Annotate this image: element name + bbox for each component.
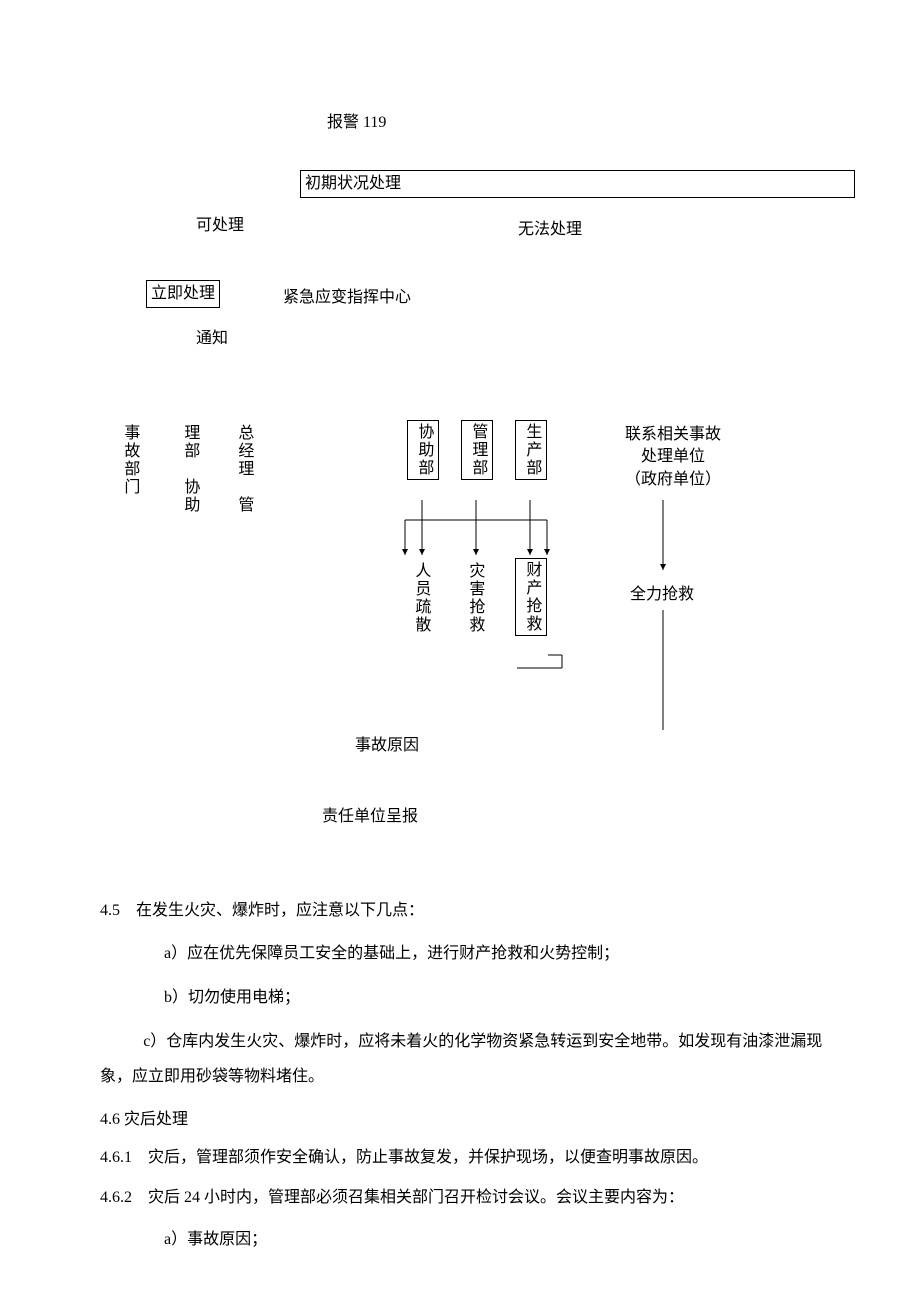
node-gm-mgmt: 总经理 管 — [232, 424, 254, 519]
node-can-handle: 可处理 — [196, 215, 244, 237]
sec-4-5-c: c）仓库内发生火灾、爆炸时，应将未着火的化学物资紧急转运到安全地带。如发现有油漆… — [100, 1024, 850, 1094]
node-cause: 事故原因 — [355, 735, 419, 757]
node-handle-now: 立即处理 — [146, 280, 220, 308]
node-report: 责任单位呈报 — [322, 806, 418, 828]
sec-4-6-2: 4.6.2 灾后 24 小时内，管理部必须召集相关部门召开检讨会议。会议主要内容… — [100, 1180, 850, 1215]
sec-4-5-a: a）应在优先保障员工安全的基础上，进行财产抢救和火势控制； — [100, 936, 850, 971]
node-disaster-rescue: 灾害抢救 — [463, 562, 485, 634]
node-command-center: 紧急应变指挥中心 — [283, 287, 411, 309]
sec-4-5: 4.5 在发生火灾、爆炸时，应注意以下几点： — [100, 893, 850, 928]
node-contact-units: 联系相关事故 处理单位 （政府单位） — [608, 424, 738, 491]
sec-4-6: 4.6 灾后处理 — [100, 1102, 850, 1137]
contact-l2: 处理单位 — [608, 446, 738, 468]
contact-l3: （政府单位） — [608, 469, 738, 491]
node-evacuate: 人员疏散 — [409, 562, 431, 634]
node-alarm: 报警 119 — [327, 112, 386, 134]
page: 报警 119 初期状况处理 可处理 无法处理 立即处理 紧急应变指挥中心 通知 … — [0, 0, 920, 1301]
node-notify: 通知 — [196, 328, 228, 350]
node-initial: 初期状况处理 — [300, 170, 855, 198]
node-cannot-handle: 无法处理 — [518, 219, 582, 241]
contact-l1: 联系相关事故 — [608, 424, 738, 446]
node-assist-dept: 协助部 — [407, 420, 439, 480]
sec-4-6-1: 4.6.1 灾后，管理部须作安全确认，防止事故复发，并保护现场，以便查明事故原因… — [100, 1140, 850, 1175]
node-mgmt-assist: 理部 协助 — [178, 424, 200, 519]
node-accident-dept: 事故部门 — [118, 424, 140, 496]
node-full-rescue: 全力抢救 — [630, 584, 694, 606]
node-manage-dept: 管理部 — [461, 420, 493, 480]
node-property-rescue: 财产抢救 — [515, 558, 547, 636]
node-prod-dept: 生产部 — [515, 420, 547, 480]
sec-4-5-b: b）切勿使用电梯； — [100, 980, 850, 1015]
sec-4-6-2-a: a）事故原因； — [100, 1222, 850, 1257]
